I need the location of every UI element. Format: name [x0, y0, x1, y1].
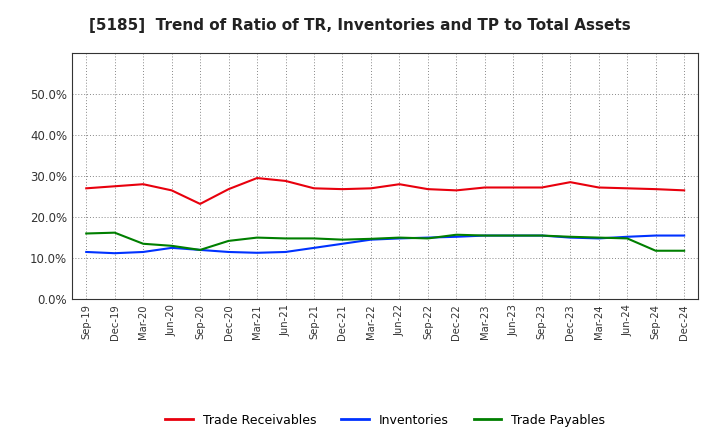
Inventories	[680, 233, 688, 238]
Inventories	[225, 249, 233, 255]
Trade Receivables	[196, 201, 204, 206]
Trade Receivables	[225, 187, 233, 192]
Inventories	[196, 247, 204, 253]
Trade Receivables	[537, 185, 546, 190]
Trade Payables	[225, 238, 233, 243]
Inventories	[82, 249, 91, 255]
Trade Receivables	[253, 176, 261, 181]
Trade Payables	[480, 233, 489, 238]
Trade Receivables	[167, 188, 176, 193]
Inventories	[452, 234, 461, 239]
Trade Payables	[680, 248, 688, 253]
Trade Receivables	[110, 183, 119, 189]
Trade Receivables	[509, 185, 518, 190]
Trade Payables	[82, 231, 91, 236]
Inventories	[110, 250, 119, 256]
Trade Receivables	[139, 182, 148, 187]
Inventories	[395, 236, 404, 241]
Trade Receivables	[366, 186, 375, 191]
Inventories	[338, 241, 347, 246]
Trade Payables	[537, 233, 546, 238]
Inventories	[595, 236, 603, 241]
Trade Payables	[423, 236, 432, 241]
Line: Trade Receivables: Trade Receivables	[86, 178, 684, 204]
Inventories	[652, 233, 660, 238]
Inventories	[139, 249, 148, 255]
Text: [5185]  Trend of Ratio of TR, Inventories and TP to Total Assets: [5185] Trend of Ratio of TR, Inventories…	[89, 18, 631, 33]
Trade Payables	[167, 243, 176, 249]
Inventories	[480, 233, 489, 238]
Trade Payables	[338, 237, 347, 242]
Trade Payables	[282, 236, 290, 241]
Trade Payables	[366, 236, 375, 242]
Trade Payables	[196, 247, 204, 253]
Inventories	[537, 233, 546, 238]
Line: Trade Payables: Trade Payables	[86, 233, 684, 251]
Inventories	[623, 234, 631, 239]
Trade Payables	[566, 234, 575, 239]
Line: Inventories: Inventories	[86, 235, 684, 253]
Trade Receivables	[395, 182, 404, 187]
Trade Payables	[652, 248, 660, 253]
Trade Receivables	[310, 186, 318, 191]
Trade Receivables	[623, 186, 631, 191]
Trade Receivables	[82, 186, 91, 191]
Inventories	[509, 233, 518, 238]
Trade Receivables	[566, 180, 575, 185]
Trade Receivables	[423, 187, 432, 192]
Trade Payables	[509, 233, 518, 238]
Trade Receivables	[652, 187, 660, 192]
Inventories	[566, 235, 575, 240]
Legend: Trade Receivables, Inventories, Trade Payables: Trade Receivables, Inventories, Trade Pa…	[161, 409, 610, 432]
Inventories	[310, 245, 318, 250]
Inventories	[282, 249, 290, 255]
Trade Payables	[310, 236, 318, 241]
Trade Receivables	[338, 187, 347, 192]
Trade Payables	[623, 236, 631, 241]
Trade Receivables	[680, 188, 688, 193]
Inventories	[366, 237, 375, 242]
Trade Payables	[139, 241, 148, 246]
Trade Receivables	[595, 185, 603, 190]
Trade Receivables	[282, 178, 290, 183]
Inventories	[167, 245, 176, 250]
Trade Payables	[110, 230, 119, 235]
Trade Payables	[595, 235, 603, 240]
Trade Payables	[253, 235, 261, 240]
Trade Payables	[395, 235, 404, 240]
Inventories	[423, 235, 432, 240]
Trade Payables	[452, 232, 461, 237]
Trade Receivables	[480, 185, 489, 190]
Inventories	[253, 250, 261, 256]
Trade Receivables	[452, 188, 461, 193]
